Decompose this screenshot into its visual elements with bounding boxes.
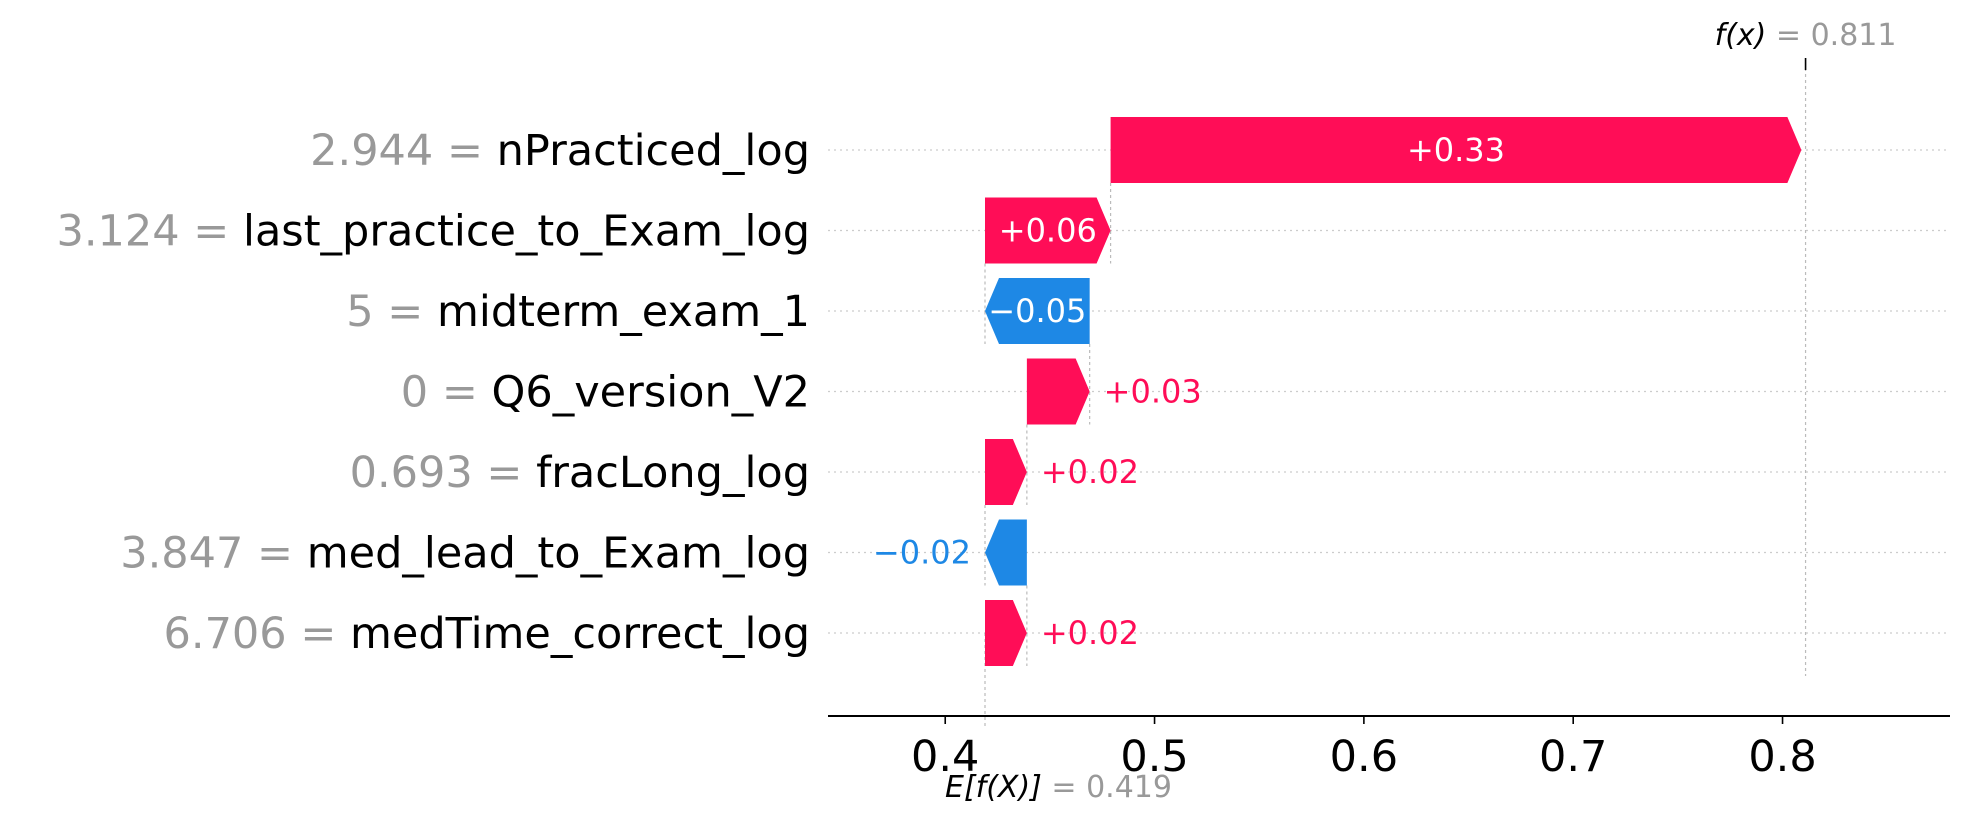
contribution-bar: [1026, 358, 1090, 425]
value-annotations: f(x) = 0.811 E[f(X)] = 0.419: [945, 18, 1896, 805]
bar-value-label: −0.02: [873, 534, 971, 572]
contribution-bar: [984, 278, 1090, 344]
feature-value: 0 =: [401, 368, 492, 418]
contribution-bar: [984, 197, 1111, 264]
base-value-text: = 0.419: [1042, 770, 1172, 805]
feature-label: 6.706 = medTime_correct_log: [164, 609, 810, 659]
contribution-bars: +0.33 +0.06 −0.05 +0.03 +0.02 −0.02 +0.02: [873, 117, 1802, 666]
bar-value-label: +0.03: [1104, 373, 1202, 411]
feature-labels: 2.944 = nPracticed_log 3.124 = last_pract…: [57, 126, 810, 659]
feature-value: 0.693 =: [350, 448, 536, 498]
feature-label: 5 = midterm_exam_1: [346, 287, 810, 337]
x-tick-label: 0.5: [1120, 732, 1188, 782]
x-axis: 0.4 0.5 0.6 0.7 0.8: [828, 715, 1950, 782]
feature-label: 0.693 = fracLong_log: [350, 448, 810, 498]
contribution-bar: [984, 600, 1027, 666]
contribution-bar: [1110, 117, 1802, 183]
base-value-annotation: E[f(X)] = 0.419: [945, 770, 1172, 805]
feature-value: 3.847 =: [120, 529, 306, 579]
output-value-annotation: f(x) = 0.811: [1715, 18, 1897, 53]
feature-value: 5 =: [346, 287, 437, 337]
x-tick-label: 0.6: [1330, 732, 1398, 782]
x-tick-label: 0.4: [911, 732, 979, 782]
feature-label: 3.124 = last_practice_to_Exam_log: [57, 207, 810, 257]
feature-name: fracLong_log: [536, 448, 810, 498]
contribution-bar: [984, 439, 1027, 505]
bar-value-label: +0.02: [1041, 453, 1139, 491]
output-value-text: = 0.811: [1766, 18, 1896, 53]
feature-value: 6.706 =: [164, 609, 350, 659]
feature-name: midterm_exam_1: [437, 287, 810, 337]
feature-value: 3.124 =: [57, 207, 243, 257]
bar-value-label: −0.05: [988, 292, 1086, 330]
feature-label: 2.944 = nPracticed_log: [310, 126, 810, 176]
bar-value-label: +0.02: [1041, 614, 1139, 652]
x-tick-label: 0.8: [1748, 732, 1816, 782]
feature-label: 3.847 = med_lead_to_Exam_log: [120, 529, 810, 579]
output-label: f(x): [1715, 18, 1767, 53]
feature-name: med_lead_to_Exam_log: [307, 529, 810, 579]
contribution-bar: [984, 519, 1027, 586]
bar-value-label: +0.33: [1407, 131, 1505, 169]
bar-value-label: +0.06: [999, 212, 1097, 250]
feature-name: Q6_version_V2: [492, 368, 810, 418]
feature-name: last_practice_to_Exam_log: [243, 207, 810, 257]
feature-label: 0 = Q6_version_V2: [401, 368, 810, 418]
base-label: E[f(X)]: [945, 770, 1042, 805]
x-tick-label: 0.7: [1539, 732, 1607, 782]
feature-name: nPracticed_log: [497, 126, 810, 176]
reference-lines: [984, 58, 1807, 728]
feature-value: 2.944 =: [310, 126, 496, 176]
feature-name: medTime_correct_log: [350, 609, 810, 659]
